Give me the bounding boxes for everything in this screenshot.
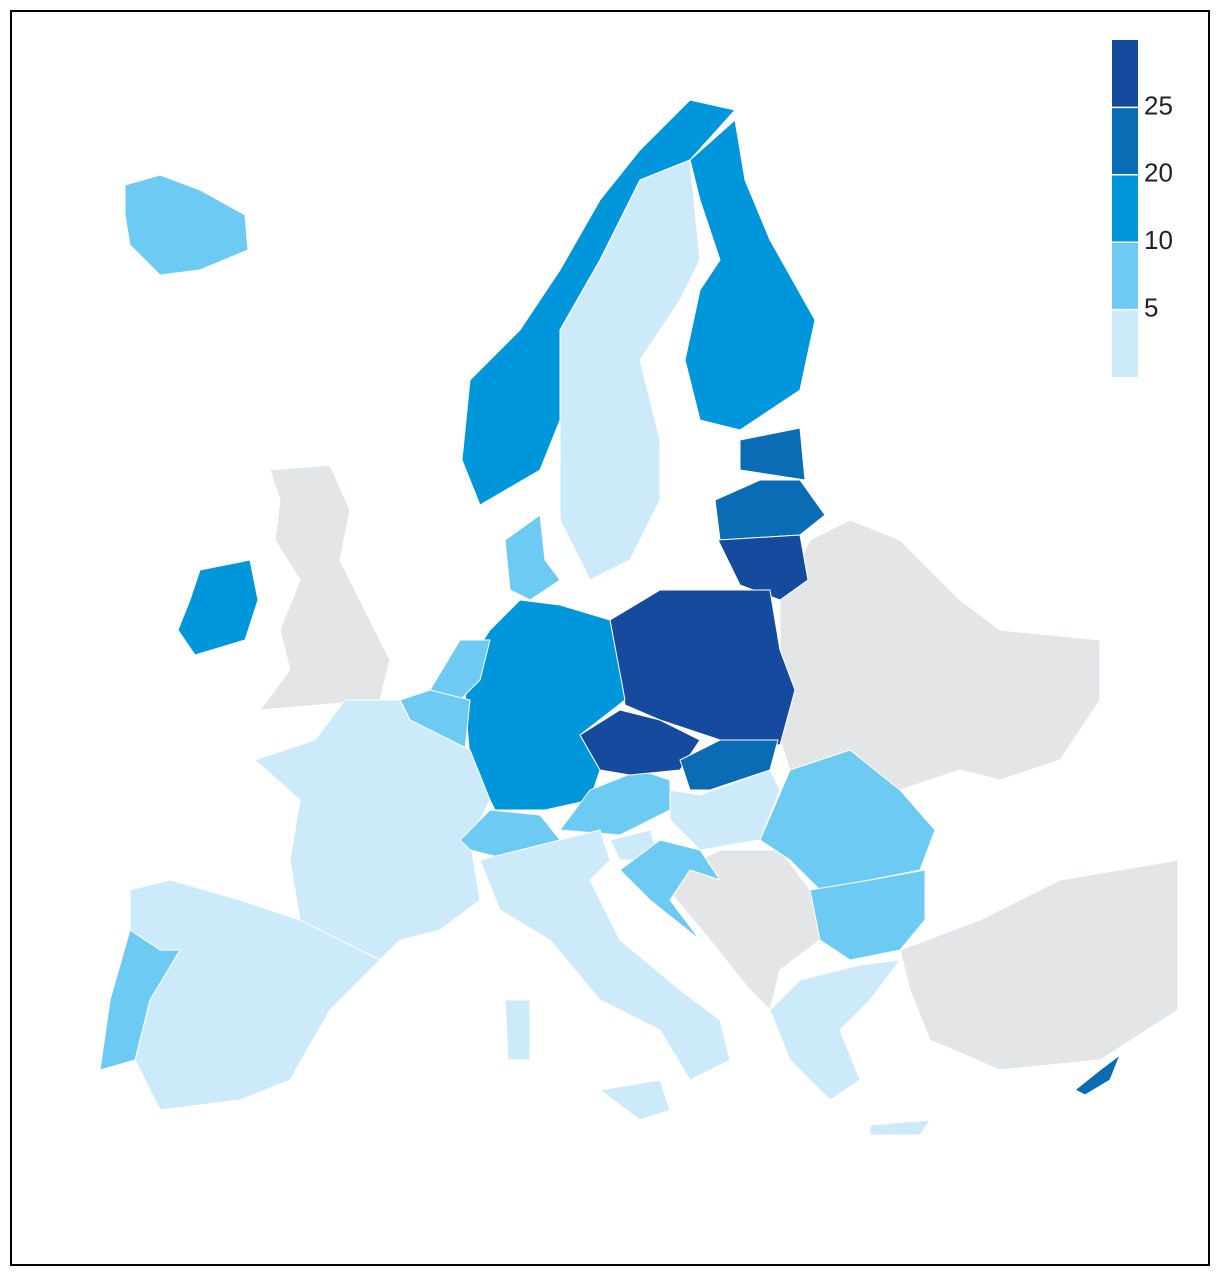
country: [504, 999, 531, 1061]
legend-band: [1112, 242, 1138, 310]
country: [809, 869, 926, 961]
country: [559, 159, 701, 581]
legend-band: [1112, 40, 1138, 108]
non-member-uk: [259, 464, 391, 711]
country: [739, 427, 806, 481]
legend-band: [1112, 107, 1138, 175]
legend-label: 25: [1144, 90, 1173, 120]
countries: [99, 99, 1179, 1136]
country: [609, 589, 796, 746]
country: [254, 699, 491, 961]
country: [669, 769, 781, 851]
country: [1074, 1054, 1121, 1096]
non-member-turkey: [899, 859, 1179, 1071]
legend-band: [1112, 174, 1138, 243]
country: [759, 749, 936, 891]
country: [619, 839, 721, 941]
country: [99, 929, 181, 1071]
country: [769, 959, 901, 1101]
legend-label: 10: [1144, 225, 1173, 255]
country: [479, 829, 731, 1081]
country: [869, 1119, 931, 1136]
legend: 5 10 20 25: [1112, 40, 1173, 377]
country: [599, 1079, 671, 1121]
country: [504, 514, 561, 601]
legend-band: [1112, 309, 1138, 377]
legend-label: 20: [1144, 158, 1173, 188]
legend-label: 5: [1144, 292, 1158, 322]
non-member-balkans: [659, 849, 821, 1011]
country: [684, 119, 816, 431]
country: [177, 559, 259, 656]
country: [124, 174, 249, 276]
country: [559, 769, 671, 836]
country: [717, 534, 809, 601]
